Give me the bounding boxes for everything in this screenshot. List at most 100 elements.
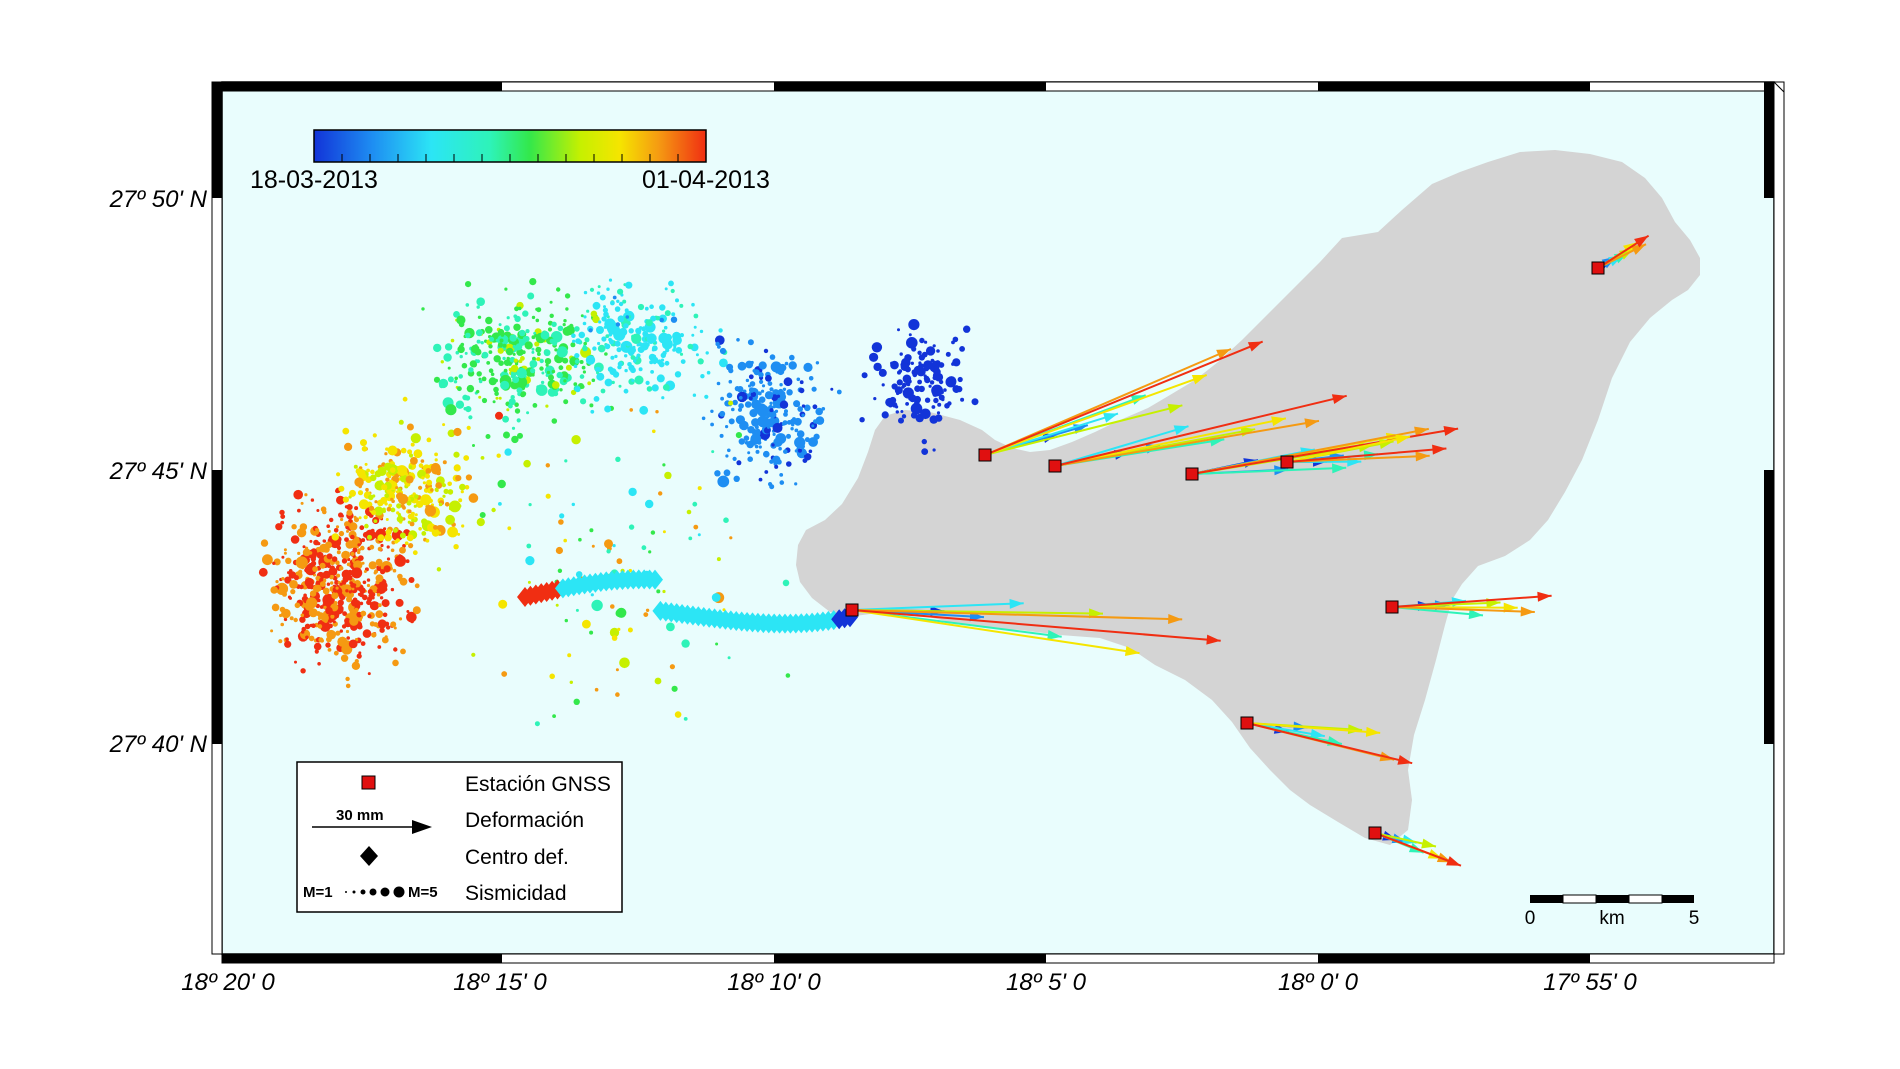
earthquake-dot xyxy=(369,474,377,482)
gnss-station xyxy=(978,448,992,462)
earthquake-dot xyxy=(777,367,785,376)
earthquake-dot xyxy=(794,482,798,486)
earthquake-dot xyxy=(297,508,301,513)
gnss-station xyxy=(1368,826,1382,840)
earthquake-dot xyxy=(339,629,343,633)
earthquake-dot xyxy=(943,388,947,392)
earthquake-dot xyxy=(670,316,678,323)
earthquake-dot xyxy=(591,378,596,383)
earthquake-dot xyxy=(468,415,473,420)
earthquake-dot xyxy=(514,402,519,408)
earthquake-dot xyxy=(329,517,334,523)
earthquake-dot xyxy=(326,629,337,640)
earthquake-dot xyxy=(604,378,613,387)
earthquake-dot xyxy=(779,400,789,409)
displacement-arrow xyxy=(1054,425,1189,467)
displacement-arrow-head xyxy=(1167,403,1183,414)
earthquake-dot xyxy=(346,509,353,516)
earthquake-dot xyxy=(421,518,428,525)
displacement-arrow xyxy=(984,374,1208,456)
earthquake-dot xyxy=(808,376,814,381)
earthquake-dot xyxy=(395,538,400,543)
earthquake-dot xyxy=(637,303,645,311)
earthquake-dot xyxy=(397,493,409,505)
map-legend: Estación GNSS 30 mm Deformación Centro d… xyxy=(296,761,623,913)
earthquake-dot xyxy=(919,337,925,344)
earthquake-dot xyxy=(711,450,715,454)
earthquake-dot xyxy=(310,560,317,567)
earthquake-dot xyxy=(947,401,952,406)
earthquake-dot xyxy=(497,342,503,348)
earthquake-dot xyxy=(275,580,279,584)
earthquake-dot xyxy=(453,451,460,458)
earthquake-dot xyxy=(481,376,487,382)
displacement-arrow-head xyxy=(1103,413,1119,423)
earthquake-dot xyxy=(811,424,815,428)
earthquake-dot xyxy=(485,317,490,322)
earthquake-dot xyxy=(450,338,455,343)
earthquake-dot xyxy=(548,374,554,381)
earthquake-dot xyxy=(662,384,670,391)
earthquake-dot xyxy=(281,555,285,559)
earthquake-dot xyxy=(675,298,679,303)
scale-unit-label: km xyxy=(1599,908,1624,929)
earthquake-dot xyxy=(905,402,909,406)
earthquake-dot xyxy=(346,529,349,533)
earthquake-dot xyxy=(443,488,449,494)
displacement-arrow xyxy=(851,609,1140,655)
earthquake-dot xyxy=(664,310,671,317)
earthquake-dot xyxy=(283,617,288,622)
earthquake-dot xyxy=(582,345,588,352)
earthquake-dot xyxy=(604,405,612,413)
earthquake-dot xyxy=(615,692,620,697)
earthquake-dot xyxy=(322,509,327,515)
earthquake-dot xyxy=(406,534,414,542)
earthquake-dot xyxy=(602,307,609,313)
earthquake-dot xyxy=(669,664,676,670)
earthquake-dot xyxy=(387,474,392,479)
earthquake-dot xyxy=(410,442,415,447)
earthquake-dot xyxy=(427,523,436,532)
earthquake-dot xyxy=(618,384,622,388)
earthquake-dot xyxy=(418,527,422,531)
earthquake-dot xyxy=(645,499,654,509)
earthquake-dot xyxy=(508,367,513,372)
earthquake-dot xyxy=(655,315,661,321)
earthquake-dot xyxy=(736,338,740,342)
earthquake-dot xyxy=(916,367,926,377)
earthquake-dot xyxy=(918,361,922,365)
earthquake-dot xyxy=(643,612,649,617)
earthquake-dot xyxy=(581,365,586,370)
earthquake-dot xyxy=(399,532,406,539)
earthquake-dot xyxy=(502,343,507,348)
earthquake-dot xyxy=(799,387,805,394)
earthquake-dot xyxy=(938,362,945,368)
earthquake-dot xyxy=(786,461,792,467)
earthquake-dot xyxy=(364,462,368,466)
earthquake-dot xyxy=(497,347,504,354)
earthquake-dot xyxy=(541,371,545,375)
earthquake-dot xyxy=(346,636,351,640)
earthquake-dot xyxy=(771,443,775,447)
earthquake-dot xyxy=(796,430,805,438)
earthquake-dot xyxy=(325,606,333,615)
earthquake-dot xyxy=(769,408,774,413)
earthquake-dot xyxy=(301,626,306,632)
earthquake-dot xyxy=(625,315,630,319)
earthquake-dot xyxy=(680,359,686,364)
earthquake-dot xyxy=(411,518,415,522)
earthquake-dot xyxy=(726,392,733,399)
earthquake-dot xyxy=(617,288,624,295)
earthquake-dot xyxy=(278,639,283,644)
earthquake-dot xyxy=(413,449,423,459)
earthquake-dot xyxy=(346,596,353,603)
earthquake-dot xyxy=(326,582,331,586)
earthquake-dot xyxy=(390,497,394,501)
earthquake-dot xyxy=(650,530,656,535)
displacement-arrow xyxy=(1246,722,1413,765)
earthquake-dot xyxy=(315,611,321,617)
earthquake-dot xyxy=(407,449,413,455)
earthquake-dot xyxy=(791,423,795,427)
earthquake-dot xyxy=(718,328,723,333)
earthquake-dot xyxy=(442,460,447,465)
